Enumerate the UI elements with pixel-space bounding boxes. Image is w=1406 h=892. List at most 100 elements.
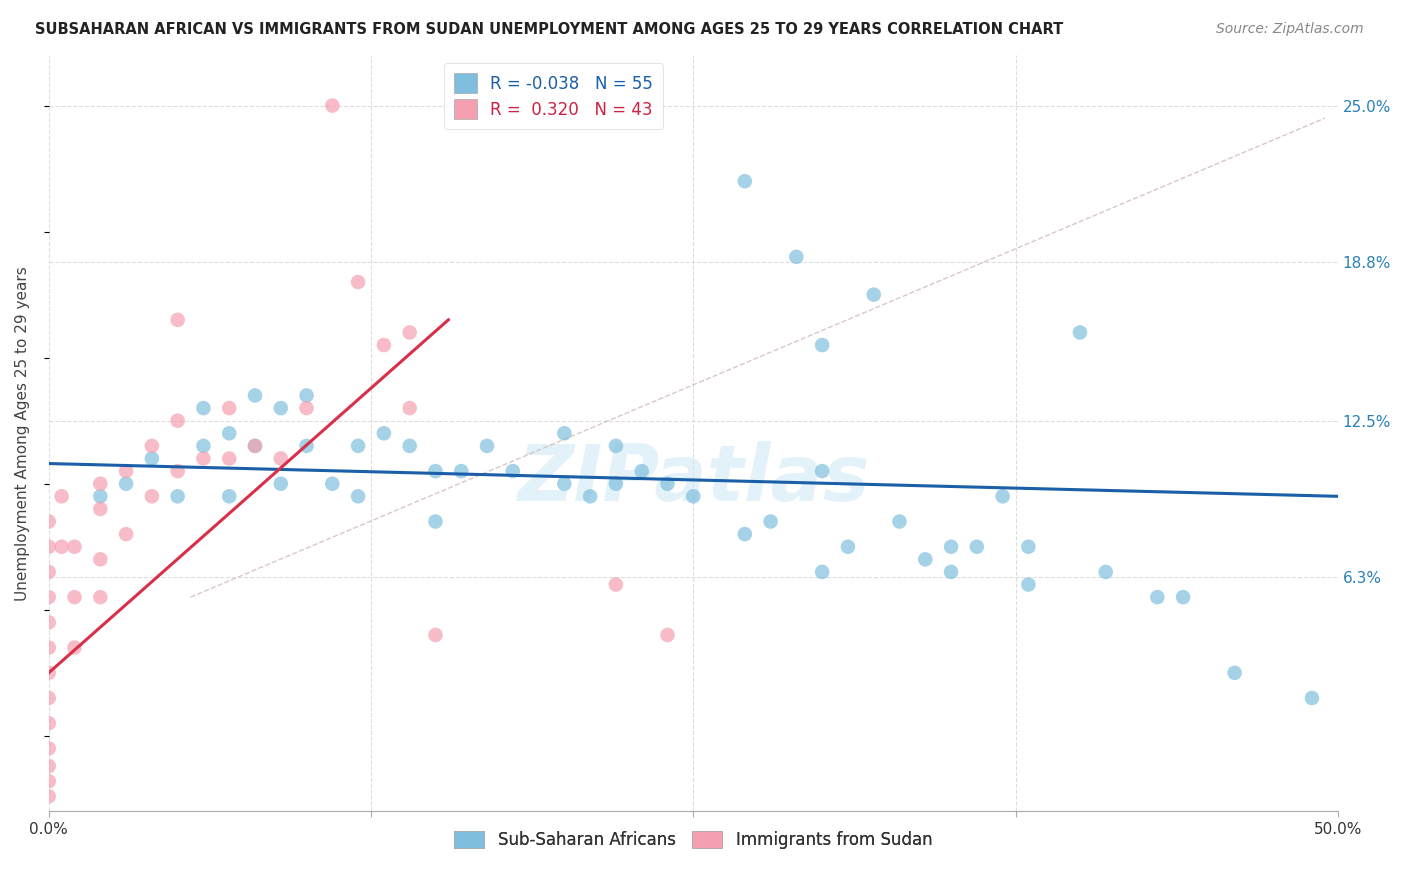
Point <box>63 540 86 554</box>
Point <box>141 489 163 503</box>
Point <box>785 250 807 264</box>
Point <box>218 489 240 503</box>
Point <box>89 590 111 604</box>
Point <box>1017 540 1039 554</box>
Point <box>115 527 138 541</box>
Point <box>218 401 240 415</box>
Point <box>373 338 395 352</box>
Point <box>475 439 498 453</box>
Point <box>295 439 318 453</box>
Point <box>38 640 60 655</box>
Point <box>270 401 292 415</box>
Point <box>914 552 936 566</box>
Point <box>141 451 163 466</box>
Point <box>115 476 138 491</box>
Point <box>862 287 884 301</box>
Point <box>553 426 575 441</box>
Point <box>38 540 60 554</box>
Point <box>243 439 266 453</box>
Point <box>579 489 602 503</box>
Point <box>89 489 111 503</box>
Point <box>1094 565 1116 579</box>
Point <box>115 464 138 478</box>
Point <box>38 590 60 604</box>
Text: SUBSAHARAN AFRICAN VS IMMIGRANTS FROM SUDAN UNEMPLOYMENT AMONG AGES 25 TO 29 YEA: SUBSAHARAN AFRICAN VS IMMIGRANTS FROM SU… <box>35 22 1063 37</box>
Point <box>295 401 318 415</box>
Point <box>605 577 627 591</box>
Point <box>759 515 782 529</box>
Point <box>218 451 240 466</box>
Point <box>38 741 60 756</box>
Point <box>966 540 988 554</box>
Point <box>630 464 652 478</box>
Point <box>734 527 756 541</box>
Point <box>398 439 420 453</box>
Point <box>811 338 834 352</box>
Point <box>1069 326 1091 340</box>
Point <box>682 489 704 503</box>
Point <box>243 439 266 453</box>
Point <box>38 615 60 630</box>
Point <box>347 489 370 503</box>
Point <box>553 476 575 491</box>
Point <box>38 691 60 706</box>
Text: Source: ZipAtlas.com: Source: ZipAtlas.com <box>1216 22 1364 37</box>
Point <box>193 439 215 453</box>
Point <box>166 464 188 478</box>
Point <box>321 98 343 112</box>
Point <box>38 774 60 789</box>
Point <box>166 414 188 428</box>
Point <box>1171 590 1194 604</box>
Point <box>193 401 215 415</box>
Point <box>89 552 111 566</box>
Point <box>38 759 60 773</box>
Point <box>270 451 292 466</box>
Point <box>1301 691 1323 706</box>
Point <box>243 388 266 402</box>
Point <box>991 489 1014 503</box>
Point <box>939 540 962 554</box>
Point <box>398 326 420 340</box>
Point <box>38 665 60 680</box>
Point <box>193 451 215 466</box>
Point <box>502 464 524 478</box>
Legend: Sub-Saharan Africans, Immigrants from Sudan: Sub-Saharan Africans, Immigrants from Su… <box>447 824 939 856</box>
Point <box>811 565 834 579</box>
Point <box>425 464 447 478</box>
Point <box>141 439 163 453</box>
Point <box>605 439 627 453</box>
Point <box>166 489 188 503</box>
Point <box>38 565 60 579</box>
Y-axis label: Unemployment Among Ages 25 to 29 years: Unemployment Among Ages 25 to 29 years <box>15 266 30 600</box>
Point <box>1223 665 1246 680</box>
Point <box>450 464 472 478</box>
Point <box>1017 577 1039 591</box>
Point <box>889 515 911 529</box>
Point <box>295 388 318 402</box>
Point <box>38 716 60 731</box>
Point <box>734 174 756 188</box>
Point <box>373 426 395 441</box>
Point <box>166 313 188 327</box>
Point <box>657 628 679 642</box>
Point <box>605 476 627 491</box>
Point <box>811 464 834 478</box>
Point <box>270 476 292 491</box>
Point <box>218 426 240 441</box>
Point <box>425 628 447 642</box>
Point <box>51 540 73 554</box>
Point <box>89 476 111 491</box>
Point <box>63 590 86 604</box>
Point <box>321 476 343 491</box>
Point <box>837 540 859 554</box>
Point <box>51 489 73 503</box>
Point <box>425 515 447 529</box>
Point <box>939 565 962 579</box>
Text: ZIPatlas: ZIPatlas <box>517 441 869 516</box>
Point <box>89 502 111 516</box>
Point <box>1146 590 1168 604</box>
Point <box>347 275 370 289</box>
Point <box>38 515 60 529</box>
Point <box>657 476 679 491</box>
Point <box>398 401 420 415</box>
